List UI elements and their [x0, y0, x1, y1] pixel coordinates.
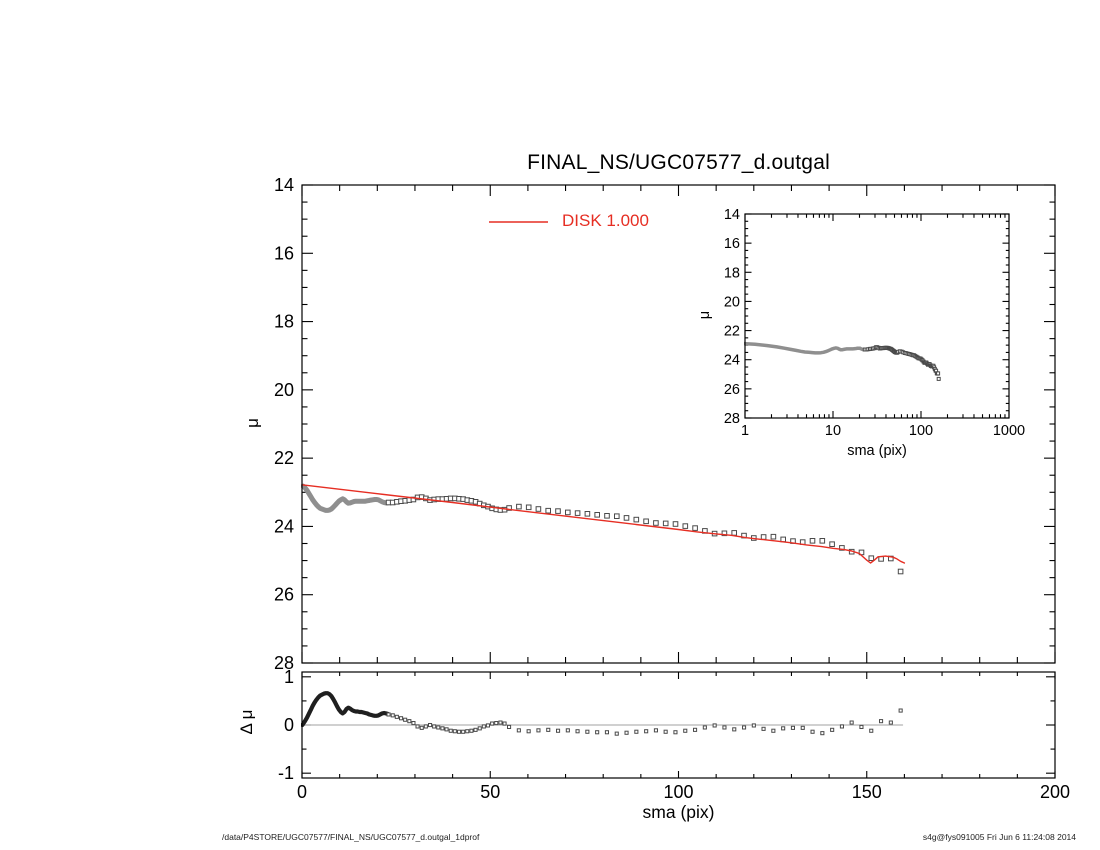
- plot-title: FINAL_NS/UGC07577_d.outgal: [527, 151, 830, 174]
- svg-text:26: 26: [724, 382, 740, 398]
- svg-text:1: 1: [741, 423, 749, 439]
- legend-disk-label: DISK 1.000: [562, 211, 649, 230]
- svg-text:16: 16: [274, 243, 294, 263]
- x-axis-title: sma (pix): [642, 802, 715, 822]
- svg-text:28: 28: [724, 411, 740, 427]
- svg-text:24: 24: [274, 516, 294, 536]
- svg-text:16: 16: [724, 236, 740, 252]
- inset-y-axis-title: μ: [697, 310, 713, 320]
- svg-text:50: 50: [480, 782, 500, 802]
- svg-text:18: 18: [274, 312, 294, 332]
- svg-text:24: 24: [724, 353, 740, 369]
- svg-text:100: 100: [663, 782, 693, 802]
- svg-text:1: 1: [284, 667, 294, 687]
- svg-text:20: 20: [274, 380, 294, 400]
- residual-y-axis-title: Δ μ: [237, 709, 256, 735]
- svg-text:150: 150: [852, 782, 882, 802]
- inset-x-axis-title: sma (pix): [847, 443, 907, 459]
- svg-text:14: 14: [274, 175, 294, 195]
- svg-text:200: 200: [1040, 782, 1070, 802]
- svg-text:0: 0: [297, 782, 307, 802]
- svg-text:20: 20: [724, 294, 740, 310]
- svg-text:26: 26: [274, 585, 294, 605]
- main-y-axis-title: μ: [243, 418, 262, 428]
- svg-text:10: 10: [825, 423, 841, 439]
- svg-text:14: 14: [724, 207, 740, 223]
- svg-text:28: 28: [274, 653, 294, 673]
- footer-timestamp: s4g@fys091005 Fri Jun 6 11:24:08 2014: [922, 832, 1076, 842]
- svg-text:100: 100: [909, 423, 933, 439]
- svg-text:22: 22: [274, 448, 294, 468]
- svg-text:18: 18: [724, 265, 740, 281]
- svg-text:0: 0: [284, 715, 294, 735]
- svg-text:-1: -1: [278, 763, 294, 783]
- svg-text:1000: 1000: [993, 423, 1025, 439]
- svg-text:22: 22: [724, 324, 740, 340]
- footer-path: /data/P4STORE/UGC07577/FINAL_NS/UGC07577…: [222, 832, 480, 842]
